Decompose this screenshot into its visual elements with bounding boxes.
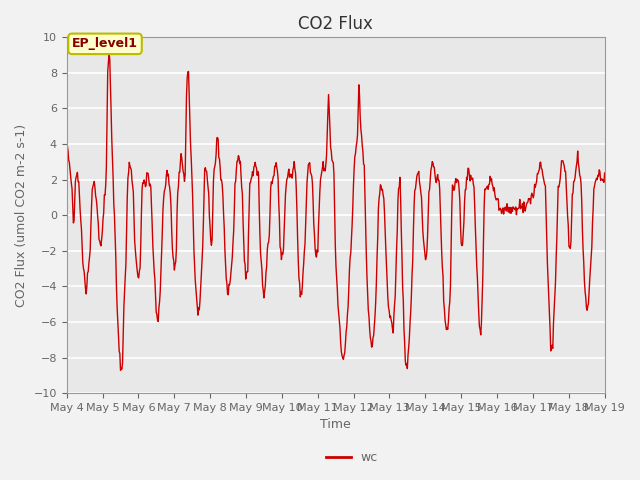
Legend: wc: wc — [321, 446, 383, 469]
Title: CO2 Flux: CO2 Flux — [298, 15, 373, 33]
Text: EP_level1: EP_level1 — [72, 37, 138, 50]
X-axis label: Time: Time — [320, 419, 351, 432]
Y-axis label: CO2 Flux (umol CO2 m-2 s-1): CO2 Flux (umol CO2 m-2 s-1) — [15, 124, 28, 307]
